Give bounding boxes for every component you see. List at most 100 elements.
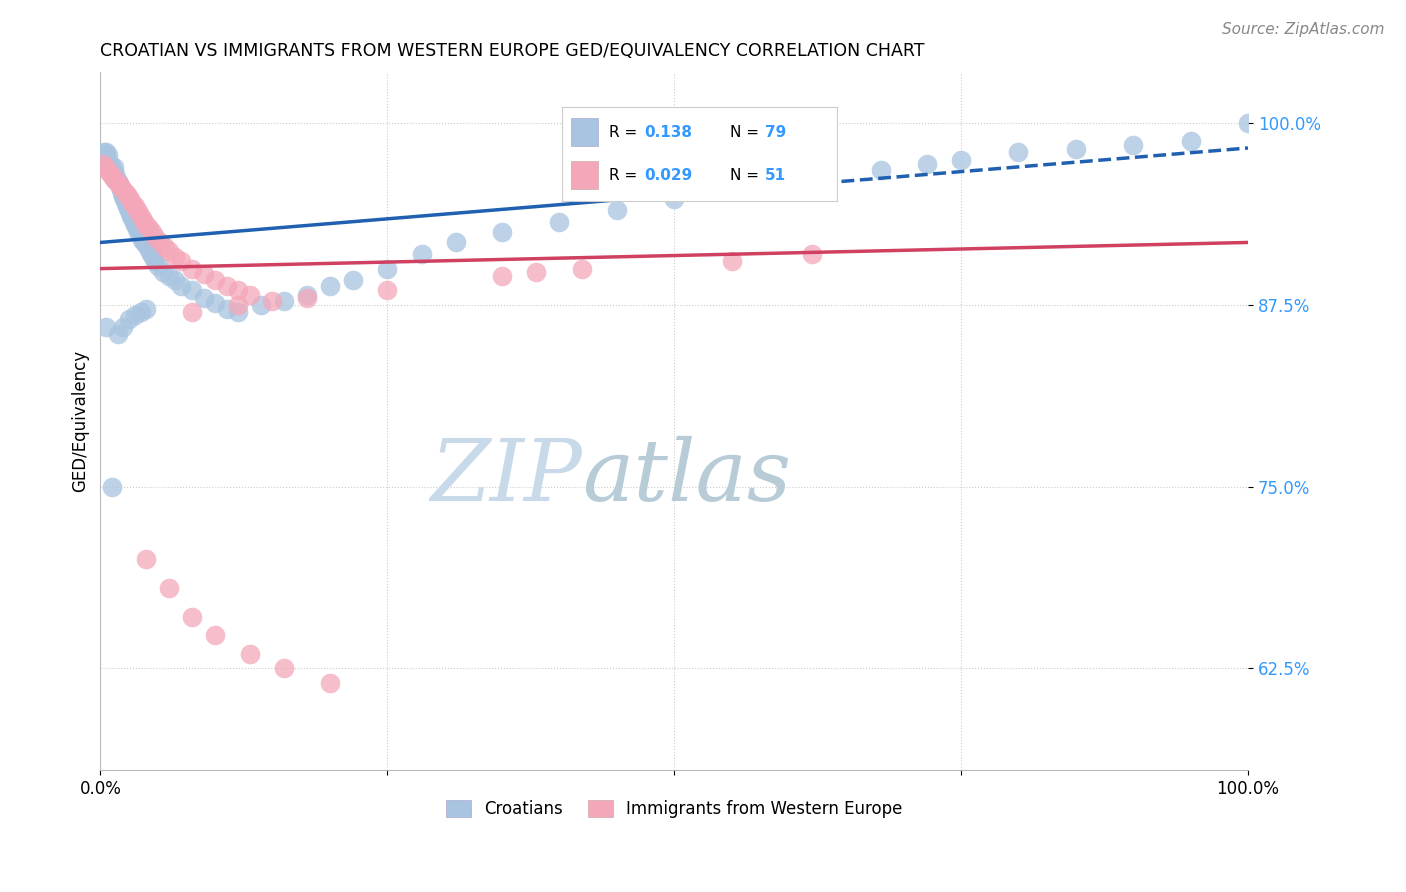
Text: CROATIAN VS IMMIGRANTS FROM WESTERN EUROPE GED/EQUIVALENCY CORRELATION CHART: CROATIAN VS IMMIGRANTS FROM WESTERN EURO…	[100, 42, 925, 60]
Point	[319, 279, 342, 293]
Point	[915, 157, 938, 171]
Point	[115, 199, 138, 213]
Point	[91, 157, 114, 171]
Point	[720, 254, 742, 268]
Point	[132, 235, 155, 250]
Point	[114, 186, 136, 200]
Point	[149, 235, 172, 250]
Point	[262, 293, 284, 308]
Point	[135, 238, 157, 252]
Point	[145, 229, 167, 244]
Point	[91, 153, 114, 167]
Point	[110, 180, 132, 194]
Point	[107, 326, 129, 341]
Point	[273, 661, 295, 675]
Point	[950, 153, 973, 167]
Point	[204, 296, 226, 310]
Point	[295, 287, 318, 301]
Point	[181, 305, 204, 319]
FancyBboxPatch shape	[571, 119, 598, 146]
Point	[411, 247, 433, 261]
Text: ZIP: ZIP	[430, 435, 582, 518]
Point	[122, 215, 145, 229]
Point	[117, 189, 139, 203]
Point	[117, 201, 139, 215]
Text: 51: 51	[765, 168, 786, 183]
FancyBboxPatch shape	[571, 161, 598, 189]
Point	[215, 279, 238, 293]
Point	[226, 298, 249, 312]
Point	[124, 308, 146, 322]
Point	[132, 215, 155, 229]
Point	[226, 305, 249, 319]
Point	[96, 162, 118, 177]
Point	[193, 268, 215, 282]
Point	[662, 192, 685, 206]
Text: R =: R =	[609, 125, 643, 140]
Legend: Croatians, Immigrants from Western Europe: Croatians, Immigrants from Western Europ…	[439, 793, 910, 824]
Point	[170, 254, 193, 268]
Point	[101, 167, 124, 181]
Point	[112, 319, 135, 334]
Point	[98, 157, 121, 171]
Point	[491, 225, 513, 239]
Point	[105, 171, 128, 186]
Point	[1122, 138, 1144, 153]
Point	[295, 291, 318, 305]
Point	[141, 225, 163, 239]
Point	[444, 235, 467, 250]
Point	[491, 268, 513, 283]
Point	[273, 293, 295, 308]
Text: 79: 79	[765, 125, 786, 140]
Point	[146, 259, 169, 273]
Point	[129, 305, 152, 319]
Point	[101, 169, 124, 183]
Point	[181, 610, 204, 624]
Point	[105, 174, 128, 188]
Point	[135, 218, 157, 232]
Point	[138, 221, 160, 235]
Point	[153, 240, 176, 254]
Point	[375, 284, 398, 298]
Point	[121, 211, 143, 225]
Point	[152, 264, 174, 278]
Point	[145, 254, 167, 268]
Text: R =: R =	[609, 168, 643, 183]
Point	[526, 264, 548, 278]
Point	[238, 647, 260, 661]
Point	[869, 162, 891, 177]
Text: N =: N =	[730, 125, 763, 140]
Text: N =: N =	[730, 168, 763, 183]
Point	[215, 302, 238, 317]
Point	[98, 166, 121, 180]
Point	[110, 182, 132, 196]
Point	[94, 145, 117, 160]
Point	[94, 319, 117, 334]
Point	[135, 302, 157, 317]
Point	[163, 273, 186, 287]
Point	[204, 628, 226, 642]
Point	[101, 162, 124, 177]
Point	[114, 196, 136, 211]
Point	[170, 279, 193, 293]
Point	[93, 145, 115, 160]
Text: 0.138: 0.138	[644, 125, 693, 140]
Point	[121, 196, 143, 211]
Point	[204, 273, 226, 287]
Point	[139, 247, 162, 261]
Point	[125, 203, 148, 218]
Point	[548, 215, 571, 229]
Y-axis label: GED/Equivalency: GED/Equivalency	[72, 351, 89, 492]
Text: Source: ZipAtlas.com: Source: ZipAtlas.com	[1222, 22, 1385, 37]
Point	[1007, 145, 1029, 160]
Point	[94, 153, 117, 167]
Point	[120, 206, 142, 220]
Point	[238, 287, 260, 301]
Point	[375, 261, 398, 276]
Point	[125, 221, 148, 235]
Point	[1064, 143, 1087, 157]
Point	[181, 261, 204, 276]
Point	[1180, 134, 1202, 148]
Point	[131, 211, 153, 225]
Point	[319, 675, 342, 690]
